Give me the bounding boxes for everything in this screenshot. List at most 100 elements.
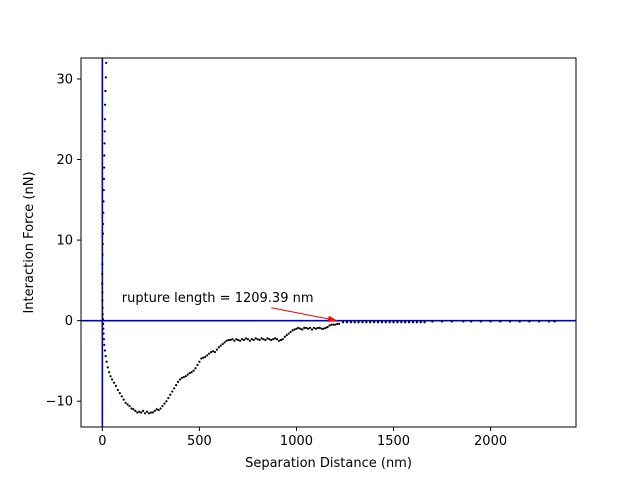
data-point bbox=[246, 338, 250, 341]
data-point bbox=[310, 328, 314, 331]
data-point bbox=[308, 326, 312, 329]
data-point bbox=[400, 321, 403, 324]
data-point bbox=[268, 338, 271, 341]
data-point bbox=[134, 409, 137, 412]
data-point bbox=[140, 411, 143, 414]
axes-frame bbox=[80, 57, 577, 428]
data-point bbox=[165, 400, 168, 403]
data-point bbox=[285, 334, 288, 337]
data-point bbox=[254, 337, 257, 340]
data-point bbox=[102, 332, 105, 335]
data-point bbox=[266, 337, 269, 340]
data-point bbox=[142, 409, 145, 412]
data-point bbox=[314, 327, 317, 330]
data-point bbox=[303, 326, 306, 329]
data-point bbox=[138, 410, 141, 413]
data-point bbox=[182, 375, 185, 379]
data-point bbox=[258, 338, 261, 342]
data-point bbox=[155, 408, 158, 411]
x-axis-label: Separation Distance (nm) bbox=[245, 456, 412, 471]
data-point bbox=[103, 154, 106, 157]
data-point bbox=[159, 407, 162, 410]
data-point bbox=[392, 321, 395, 324]
y-axis-label: Interaction Force (nN) bbox=[22, 171, 37, 313]
data-point bbox=[365, 321, 368, 324]
data-point bbox=[211, 350, 215, 353]
data-point bbox=[508, 320, 512, 323]
data-point bbox=[518, 320, 521, 323]
data-point bbox=[190, 371, 193, 374]
data-point bbox=[407, 321, 411, 324]
data-point bbox=[101, 243, 104, 246]
data-point bbox=[553, 320, 556, 323]
data-point bbox=[349, 321, 352, 324]
data-point bbox=[103, 349, 106, 352]
data-point bbox=[196, 363, 199, 367]
data-point bbox=[149, 411, 152, 414]
data-point bbox=[104, 89, 107, 93]
data-point bbox=[132, 408, 135, 411]
data-point bbox=[219, 344, 222, 347]
data-point bbox=[411, 321, 415, 324]
data-point bbox=[202, 356, 205, 359]
data-point bbox=[153, 409, 156, 412]
data-point bbox=[396, 321, 399, 324]
data-point bbox=[272, 338, 275, 341]
data-point bbox=[419, 321, 422, 324]
data-point bbox=[157, 408, 160, 412]
data-point bbox=[184, 375, 187, 378]
data-point bbox=[237, 338, 240, 342]
data-point bbox=[301, 328, 304, 331]
data-point bbox=[229, 338, 232, 342]
data-point bbox=[103, 103, 107, 106]
data-point bbox=[462, 320, 465, 323]
data-point bbox=[217, 346, 220, 349]
data-point bbox=[336, 322, 339, 325]
data-point bbox=[293, 328, 296, 331]
data-point bbox=[241, 338, 244, 341]
data-point bbox=[116, 388, 119, 392]
data-point bbox=[380, 321, 383, 324]
annotation-text: rupture length = 1209.39 nm bbox=[122, 291, 314, 306]
data-point bbox=[108, 371, 111, 374]
x-tick-label: 0 bbox=[98, 434, 106, 449]
data-point bbox=[384, 321, 387, 324]
data-point bbox=[112, 381, 116, 384]
data-point bbox=[334, 323, 337, 326]
data-point bbox=[101, 291, 104, 294]
data-point bbox=[101, 299, 104, 302]
y-tick-label: 0 bbox=[65, 314, 73, 329]
data-point bbox=[283, 335, 286, 338]
data-point bbox=[277, 339, 281, 342]
data-point bbox=[221, 342, 224, 346]
data-point bbox=[122, 398, 125, 401]
data-point bbox=[404, 321, 407, 324]
data-point bbox=[341, 321, 345, 324]
data-point bbox=[206, 354, 209, 357]
data-point bbox=[388, 321, 391, 324]
data-point bbox=[176, 380, 180, 383]
y-tick-label: 20 bbox=[56, 153, 73, 168]
data-point bbox=[109, 375, 112, 378]
data-point bbox=[143, 412, 147, 415]
data-point bbox=[369, 321, 372, 324]
y-tick-label: 30 bbox=[56, 72, 73, 87]
data-point bbox=[194, 367, 197, 370]
data-point bbox=[175, 384, 178, 387]
data-point bbox=[126, 403, 129, 406]
data-point bbox=[528, 320, 531, 323]
data-point bbox=[450, 320, 453, 323]
data-point bbox=[316, 326, 319, 329]
data-point bbox=[324, 326, 327, 329]
data-point bbox=[114, 384, 118, 388]
data-point bbox=[287, 332, 290, 335]
data-point bbox=[262, 338, 265, 341]
data-point bbox=[128, 404, 131, 408]
data-point bbox=[163, 402, 166, 405]
data-point bbox=[102, 327, 105, 330]
data-point bbox=[145, 410, 149, 413]
data-point bbox=[248, 339, 251, 342]
data-point bbox=[250, 338, 253, 341]
